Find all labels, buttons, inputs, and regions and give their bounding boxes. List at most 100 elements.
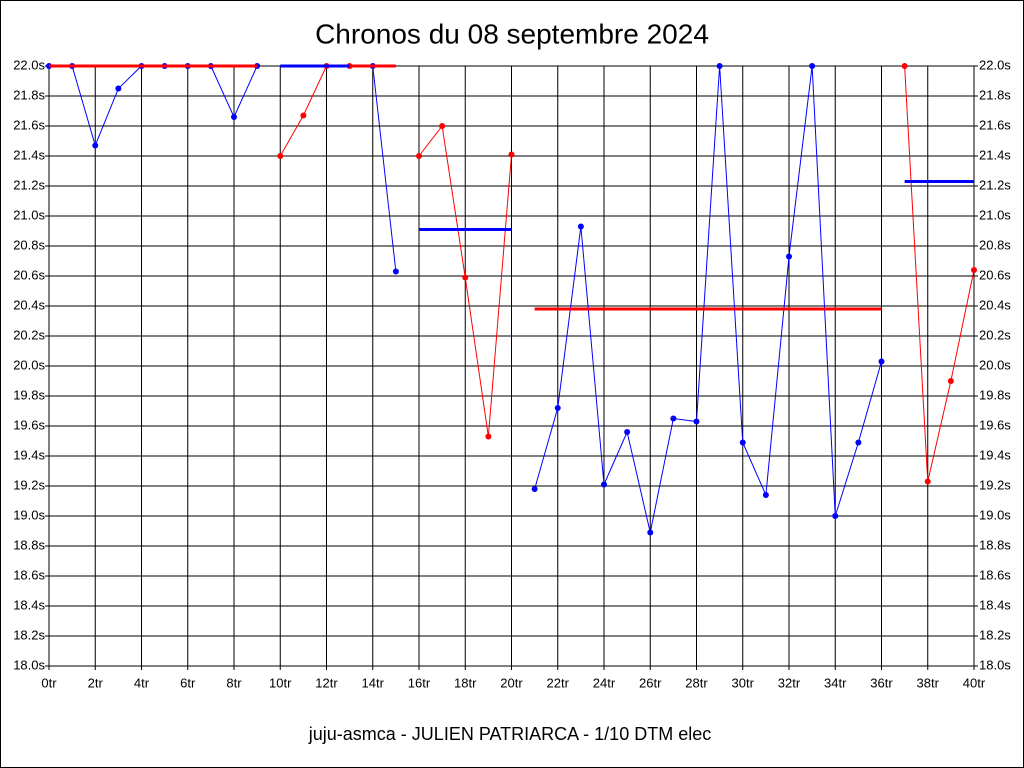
y-tick-label: 21.6s [13,117,45,132]
data-point [92,142,99,149]
x-tick-label: 28tr [685,675,708,690]
y2-tick-label: 20.8s [979,237,1011,252]
x-tick-label: 38tr [917,675,940,690]
data-point [739,439,746,446]
x-tick-label: 10tr [269,675,292,690]
y2-tick-label: 21.2s [979,177,1011,192]
y2-tick-label: 22.0s [979,57,1011,72]
x-tick-label: 36tr [870,675,893,690]
data-point [231,114,237,120]
footer: juju-asmca - JULIEN PATRIARCA - 1/10 DTM… [308,724,711,744]
x-tick-label: 24tr [593,675,616,690]
series-line [372,65,397,272]
data-point [392,268,399,275]
data-point [554,405,561,411]
x-tick-label: 26tr [639,675,662,690]
x-tick-label: 16tr [408,675,431,690]
y2-tick-label: 18.4s [979,597,1011,612]
y-tick-label: 18.8s [13,537,45,552]
y2-tick-label: 19.8s [979,387,1011,402]
data-point [947,378,954,384]
y-tick-label: 19.2s [13,477,45,492]
data-point [485,433,492,440]
y2-tick-label: 20.4s [979,297,1011,312]
x-tick-label: 14tr [362,675,385,690]
y-tick-label: 19.4s [13,447,45,462]
y-tick-label: 21.4s [13,147,45,162]
x-tick-label: 30tr [732,675,755,690]
data-point [786,253,792,260]
y-tick-label: 19.6s [13,417,45,432]
y2-tick-label: 18.6s [979,567,1011,582]
y2-tick-label: 21.6s [979,117,1011,132]
data-point [115,85,122,92]
x-tick-label: 22tr [547,675,570,690]
data-point [416,153,422,159]
y2-tick-label: 19.2s [979,477,1011,492]
y-tick-label: 21.0s [13,207,45,222]
y2-tick-label: 18.8s [979,537,1011,552]
data-point [693,418,700,425]
data-point [439,123,446,129]
y2-tick-label: 19.4s [979,447,1011,462]
x-tick-label: 20tr [500,675,523,690]
x-tick-label: 2tr [88,675,104,690]
y-tick-label: 20.8s [13,237,45,252]
data-point [832,513,839,519]
data-point [716,63,723,69]
data-point [878,358,885,365]
chart-title: Chronos du 08 septembre 2024 [315,18,709,49]
data-point [462,274,469,281]
y2-tick-label: 20.6s [979,267,1011,282]
y2-tick-label: 20.2s [979,327,1011,342]
y-tick-label: 18.4s [13,597,45,612]
x-tick-label: 6tr [180,675,196,690]
data-point [971,267,977,273]
x-tick-label: 32tr [778,675,801,690]
data-point [924,478,931,485]
data-point [624,429,631,435]
y2-tick-label: 18.2s [979,627,1011,642]
y-tick-label: 19.0s [13,507,45,522]
data-point [647,529,654,536]
data-point [809,63,816,69]
y-tick-label: 18.0s [13,657,45,672]
y-tick-label: 19.8s [13,387,45,402]
y2-tick-label: 21.0s [979,207,1011,222]
data-point [601,481,607,488]
series-line [534,65,882,533]
y-tick-label: 20.4s [13,297,45,312]
x-tick-label: 40tr [963,675,986,690]
data-point [577,223,584,230]
data-point [508,151,515,158]
data-point [531,486,538,492]
x-tick-label: 34tr [824,675,847,690]
series-line [904,65,975,482]
x-tick-label: 18tr [454,675,477,690]
x-tick-label: 0tr [41,675,57,690]
y2-tick-label: 21.8s [979,87,1011,102]
data-point [901,63,908,69]
y-tick-label: 20.2s [13,327,45,342]
x-tick-label: 4tr [134,675,150,690]
data-point [277,153,284,159]
y-tick-label: 20.0s [13,357,45,372]
y-tick-label: 21.2s [13,177,45,192]
y2-tick-label: 19.0s [979,507,1011,522]
data-point [670,415,677,422]
y2-tick-label: 21.4s [979,147,1011,162]
y-tick-label: 18.6s [13,567,45,582]
y2-tick-label: 18.0s [979,657,1011,672]
x-tick-label: 12tr [315,675,338,690]
y-tick-label: 18.2s [13,627,45,642]
y2-tick-label: 20.0s [979,357,1011,372]
data-point [762,492,769,498]
y2-tick-label: 19.6s [979,417,1011,432]
x-tick-label: 8tr [226,675,242,690]
data-point [300,112,307,119]
data-point [855,439,862,446]
y-tick-label: 21.8s [13,87,45,102]
y-tick-label: 20.6s [13,267,45,282]
y-tick-label: 22.0s [13,57,45,72]
